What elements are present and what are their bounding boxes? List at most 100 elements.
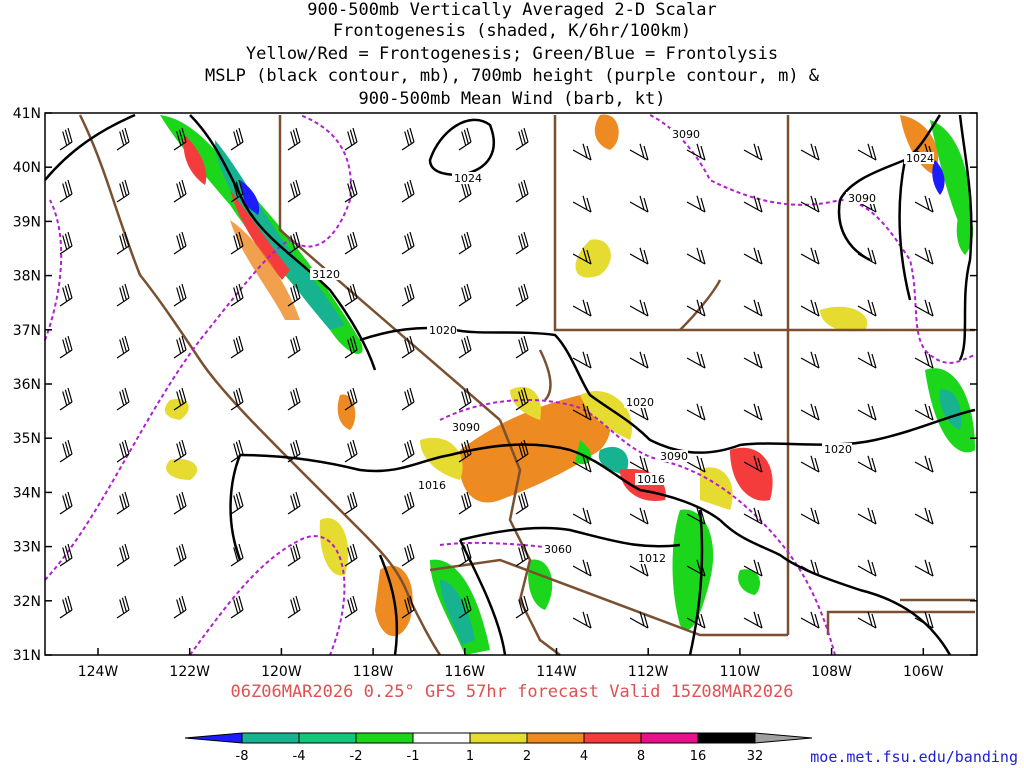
title-line-3: Yellow/Red = Frontogenesis; Green/Blue =… — [245, 44, 779, 64]
wind-barb-flag — [639, 299, 645, 314]
wind-barb — [230, 193, 244, 203]
colorbar-swatch — [697, 732, 756, 744]
colorbar: -8 -4 -2 -1 1 2 4 8 16 32 — [184, 732, 813, 764]
wind-barb-flag — [176, 287, 182, 302]
wind-barb — [401, 297, 415, 307]
wind-barb-flag — [409, 595, 415, 611]
wind-barb — [515, 505, 529, 515]
wind-barb — [287, 557, 301, 567]
wind-barb-flag — [871, 301, 877, 317]
colorbar-label: 32 — [747, 749, 764, 764]
wind-barb-flag — [586, 457, 592, 473]
wind-barb-flag — [121, 129, 127, 144]
wind-barb — [572, 461, 592, 473]
colorbar-swatch — [298, 732, 357, 744]
wind-barb-flag — [466, 439, 472, 455]
wind-barb — [629, 617, 649, 629]
wind-barb-flag — [867, 559, 873, 574]
wind-barb-flag — [753, 403, 759, 418]
wind-barb — [572, 565, 592, 577]
wind-barb — [116, 245, 130, 255]
wind-barb-flag — [238, 283, 244, 299]
wind-barb-flag — [121, 597, 127, 612]
wind-barb-flag — [352, 491, 358, 507]
wind-barb-flag — [586, 249, 592, 265]
wind-barb-flag — [871, 613, 877, 629]
wind-barb-flag — [119, 495, 125, 510]
wind-barb — [287, 245, 301, 255]
lat-label: 31N — [13, 648, 41, 664]
wind-barb-flag — [871, 145, 877, 161]
wind-barb-flag — [352, 231, 358, 247]
wind-barb-flag — [181, 595, 187, 611]
wind-barb-flag — [586, 405, 592, 421]
wind-barb-flag — [119, 339, 125, 354]
wind-barb — [287, 141, 301, 151]
colorbar-label: 8 — [637, 749, 645, 764]
wind-barb-flag — [928, 197, 934, 213]
wind-barb-flag — [178, 285, 184, 300]
wind-barb-flag — [871, 353, 877, 369]
latitude-axis: 41N 40N 39N 38N 37N 36N 35N 34N 33N 32N 31N — [13, 106, 977, 664]
wind-barb-flag — [349, 337, 355, 352]
wind-barb-flag — [409, 179, 415, 195]
wind-barb-flag — [466, 127, 472, 143]
wind-barb-flag — [64, 181, 70, 196]
wind-barb-flag — [290, 599, 296, 614]
wind-barb-flag — [295, 387, 301, 403]
wind-barb — [173, 453, 187, 463]
wind-barb-flag — [518, 443, 524, 458]
wind-barb — [629, 201, 649, 213]
wind-barb — [173, 245, 187, 255]
wind-barb-flag — [582, 403, 588, 418]
height-contours — [44, 114, 976, 656]
mslp-label: 1016 — [418, 479, 446, 492]
wind-barb-flag — [753, 195, 759, 210]
wind-barb-flag — [124, 335, 130, 351]
wind-barb — [629, 409, 649, 421]
wind-barb-flag — [518, 235, 524, 250]
wind-barb-flag — [924, 299, 930, 314]
wind-barb-flag — [404, 287, 410, 302]
wind-barb — [401, 453, 415, 463]
wind-barb-flag — [696, 507, 702, 522]
wind-barb-flag — [290, 183, 296, 198]
wind-barb — [401, 245, 415, 255]
wind-barb-flag — [582, 195, 588, 210]
wind-barb-flag — [928, 249, 934, 265]
wind-barb-flag — [810, 143, 816, 158]
wind-barb — [344, 557, 358, 567]
wind-barb-flag — [463, 181, 469, 196]
wind-barb-flag — [461, 599, 467, 614]
lat-label: 39N — [13, 214, 41, 230]
wind-barb-flag — [466, 231, 472, 247]
wind-barb-flag — [520, 285, 526, 300]
wind-barb-flag — [67, 595, 73, 611]
wind-barb-flag — [181, 439, 187, 455]
source-url[interactable]: moe.met.fsu.edu/banding — [810, 748, 1018, 766]
wind-barb — [59, 609, 73, 619]
wind-barb-flag — [121, 389, 127, 404]
wind-barb-flag — [871, 405, 877, 421]
wind-barb — [572, 201, 592, 213]
wind-barb-flag — [235, 389, 241, 404]
wind-barb — [800, 253, 820, 265]
wind-barb — [686, 617, 706, 629]
wind-barb-flag — [67, 335, 73, 351]
wind-barb-flag — [178, 493, 184, 508]
wind-barb-flag — [290, 495, 296, 510]
wind-barb — [230, 609, 244, 619]
wind-barb — [59, 505, 73, 515]
wind-barb-flag — [810, 611, 816, 626]
wind-barb-flag — [582, 143, 588, 158]
wind-barb-flag — [810, 247, 816, 262]
wind-barb-flag — [463, 441, 469, 456]
wind-barb-flag — [871, 509, 877, 525]
wind-barb-flag — [64, 441, 70, 456]
wind-barb-flag — [292, 545, 298, 560]
wind-barb-flag — [409, 335, 415, 351]
wind-barb-flag — [295, 335, 301, 351]
wind-barb-flag — [409, 231, 415, 247]
wind-barb — [230, 557, 244, 567]
wind-barb — [230, 505, 244, 515]
